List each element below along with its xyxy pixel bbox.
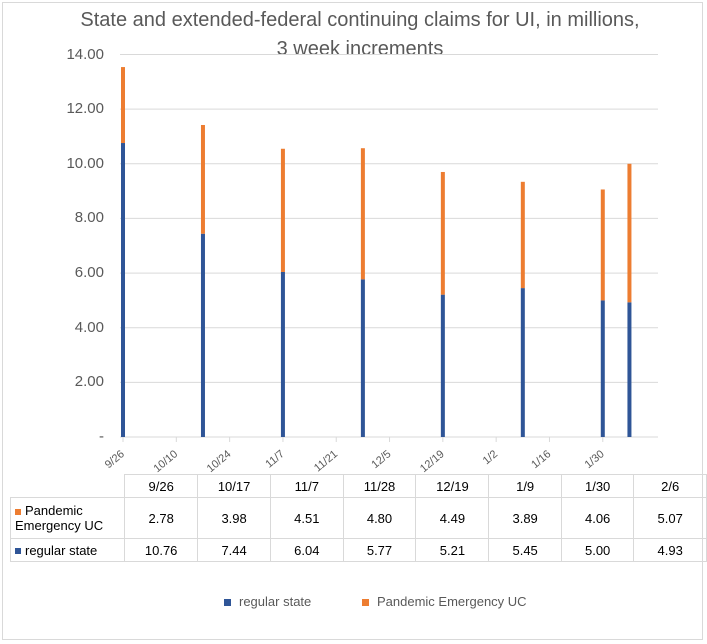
bar-pandemic-emergency-uc — [627, 163, 632, 303]
row-header-line: Pandemic — [15, 503, 124, 518]
x-tick-label: 10/24 — [205, 448, 234, 475]
table-cell-value: 5.00 — [560, 538, 635, 562]
table-cell-value: 3.98 — [197, 497, 272, 539]
x-tick-label: 1/16 — [529, 448, 553, 471]
row-header-line: regular state — [15, 543, 124, 558]
y-tick-label: 4.00 — [74, 318, 104, 336]
legend-swatch-icon — [224, 599, 231, 607]
table-cell-value: 7.44 — [197, 538, 272, 562]
table-column-header: 12/19 — [415, 474, 490, 498]
bar-pandemic-emergency-uc — [520, 181, 525, 289]
bar-regular-state — [627, 302, 632, 437]
table-cell-value: 4.51 — [270, 497, 344, 539]
data-table: 9/26 10/17 11/7 11/28 12/19 1/9 1/30 2/6 Pandemi… — [9, 474, 707, 562]
y-tick-label: 6.00 — [74, 264, 104, 282]
table-cell-value: 4.93 — [633, 538, 707, 562]
table-row-header: Pandemic Emergency UC — [9, 497, 126, 539]
y-tick-label: 12.00 — [66, 100, 104, 118]
table-column-header: 9/26 — [124, 474, 199, 498]
legend-swatch-icon — [362, 599, 369, 607]
x-tick-label: 11/7 — [263, 448, 286, 470]
bar-pandemic-emergency-uc — [121, 67, 125, 144]
table-column-header: 11/28 — [342, 474, 417, 498]
bar-pandemic-emergency-uc — [200, 124, 205, 234]
x-tick-label: 11/21 — [312, 448, 340, 474]
table-cell-value: 4.80 — [342, 497, 417, 539]
table-cell-value: 5.07 — [633, 497, 707, 539]
bar-pandemic-emergency-uc — [280, 148, 285, 272]
legend-label: regular state — [239, 594, 312, 609]
x-tick-label: 9/26 — [103, 448, 127, 471]
x-tick-label: 12/19 — [418, 448, 447, 475]
table-header-row: 9/26 10/17 11/7 11/28 12/19 1/9 1/30 2/6 — [11, 474, 707, 498]
y-tick-label: 14.00 — [66, 45, 104, 63]
bar-pandemic-emergency-uc — [360, 148, 365, 280]
y-tick-label: 10.00 — [66, 154, 104, 172]
x-tick-label: 12/5 — [369, 448, 393, 471]
table-cell-value: 4.06 — [560, 497, 635, 539]
y-tick-label: - — [99, 428, 104, 445]
x-tick-label: 10/10 — [151, 448, 180, 475]
table-column-header: 1/9 — [488, 474, 562, 498]
bar-regular-state — [600, 300, 605, 437]
bar-pandemic-emergency-uc — [440, 171, 445, 295]
table-column-header: 11/7 — [270, 474, 344, 498]
bar-regular-state — [280, 271, 285, 437]
table-cell-value: 4.49 — [415, 497, 490, 539]
row-header-line: Emergency UC — [15, 518, 104, 533]
series-key-icon — [15, 508, 21, 515]
table-row: regular state 10.76 7.44 6.04 5.77 5.21 5.45 5.… — [9, 538, 707, 562]
table-cell-value: 3.89 — [488, 497, 562, 539]
table-cell-value: 5.77 — [342, 538, 417, 562]
table-cell-value: 10.76 — [124, 538, 199, 562]
table-cell-value: 2.78 — [124, 497, 199, 539]
legend-item: regular state — [224, 594, 311, 609]
table-row: Pandemic Emergency UC 2.78 3.98 4.51 4.80 4.49… — [9, 497, 707, 539]
bar-regular-state — [121, 143, 125, 437]
bar-regular-state — [200, 233, 205, 437]
bar-regular-state — [440, 294, 445, 437]
legend-label: Pandemic Emergency UC — [377, 594, 527, 609]
y-tick-label: 8.00 — [74, 209, 104, 227]
table-corner-cell — [11, 475, 125, 498]
table-cell-value: 5.21 — [415, 538, 490, 562]
table-column-header: 10/17 — [197, 474, 272, 498]
bar-regular-state — [520, 288, 525, 437]
table-column-header: 1/30 — [560, 474, 635, 498]
table-cell-value: 5.45 — [488, 538, 562, 562]
table-cell-value: 6.04 — [270, 538, 344, 562]
table-column-header: 2/6 — [633, 474, 707, 498]
row-header-text: Pandemic — [25, 503, 83, 518]
row-header-text: regular state — [25, 542, 98, 558]
bar-pandemic-emergency-uc — [600, 189, 605, 301]
series-key-icon — [15, 548, 21, 555]
x-tick-label: 1/30 — [583, 448, 607, 471]
y-tick-label: 2.00 — [74, 373, 104, 391]
legend-item: Pandemic Emergency UC — [362, 594, 527, 609]
table-row-header: regular state — [9, 538, 126, 562]
bar-regular-state — [360, 279, 365, 437]
x-tick-label: 1/2 — [481, 448, 500, 467]
